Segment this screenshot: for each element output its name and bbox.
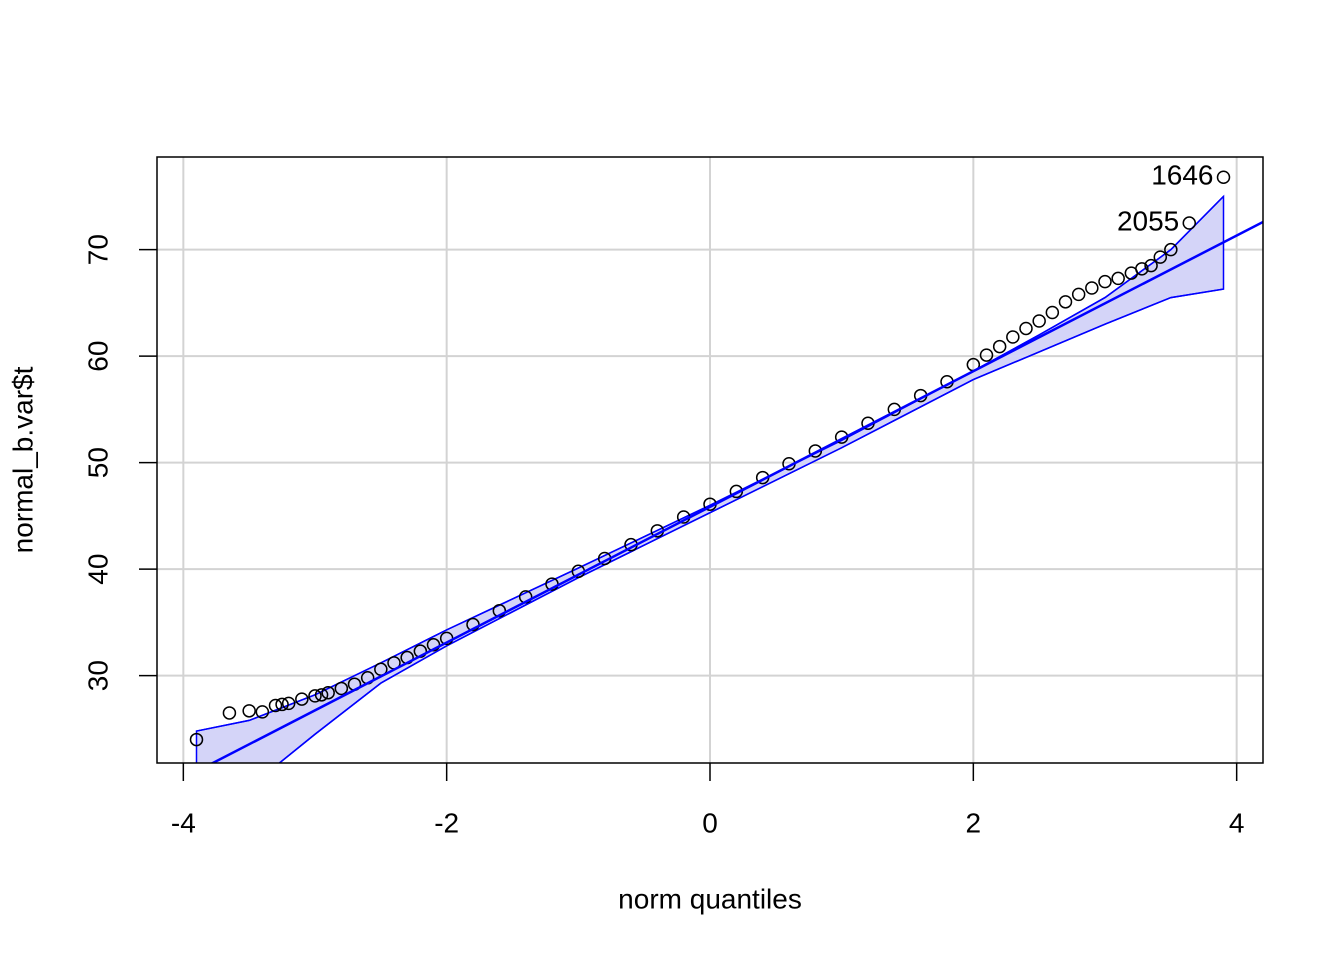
- y-axis-label: normal_b.var$t: [7, 366, 38, 553]
- x-axis-label: norm quantiles: [618, 883, 802, 914]
- point: [281, 696, 296, 711]
- y-tick-label: 70: [82, 234, 113, 265]
- point: [268, 698, 283, 713]
- x-tick-label: 0: [702, 807, 718, 838]
- x-tick-label: 4: [1229, 807, 1245, 838]
- point: [992, 339, 1007, 354]
- point: [1153, 250, 1168, 264]
- point: [1111, 271, 1125, 286]
- point: [1216, 170, 1231, 184]
- point: [255, 705, 270, 719]
- point: [426, 638, 441, 652]
- point: [1019, 321, 1033, 336]
- point: [979, 348, 994, 362]
- point: [334, 681, 349, 696]
- point: [1098, 274, 1112, 289]
- point: [321, 685, 335, 700]
- point: [1006, 330, 1020, 344]
- point: [295, 692, 309, 706]
- point: [1182, 216, 1197, 230]
- point: [242, 704, 256, 718]
- point: [1164, 242, 1178, 257]
- point-label: 2055: [1117, 205, 1179, 236]
- y-tick-label: 30: [82, 660, 113, 691]
- x-tick-label: -4: [171, 807, 196, 838]
- point: [1058, 295, 1073, 309]
- point: [1032, 314, 1046, 328]
- point: [1085, 281, 1099, 295]
- x-tick-label: -2: [434, 807, 459, 838]
- point: [1135, 262, 1149, 276]
- point: [275, 697, 289, 712]
- y-tick-label: 40: [82, 554, 113, 585]
- point: [1071, 287, 1086, 302]
- plot-area: [157, 157, 1263, 763]
- reference-line: [210, 220, 1263, 763]
- point: [808, 444, 823, 458]
- envelope-lower: [278, 288, 1224, 763]
- x-tick-label: 2: [966, 807, 982, 838]
- point: [308, 689, 322, 703]
- point: [1045, 305, 1060, 320]
- point: [222, 706, 237, 720]
- point: [189, 732, 204, 747]
- y-tick-label: 50: [82, 447, 113, 478]
- point: [314, 688, 329, 702]
- point-label: 1646: [1151, 160, 1213, 191]
- y-tick-label: 60: [82, 341, 113, 372]
- point: [1144, 258, 1158, 273]
